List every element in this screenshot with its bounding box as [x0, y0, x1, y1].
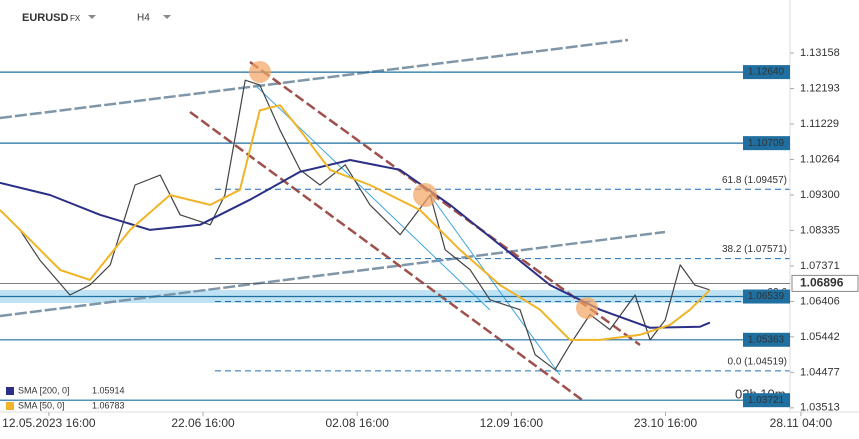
- channel-line: [429, 194, 561, 376]
- level-label: 1.10709: [748, 138, 785, 149]
- highlight: [249, 61, 271, 83]
- level-label: 1.12640: [748, 67, 785, 78]
- level-box: [743, 136, 790, 151]
- current-price-box: [791, 274, 859, 292]
- y-tick-label: 1.11229: [800, 118, 839, 130]
- y-tick-label: 1.03513: [800, 402, 840, 414]
- x-tick-label: 28.11 04:00: [770, 416, 833, 430]
- y-tick-label: 1.04477: [800, 366, 840, 378]
- channel-line: [189, 110, 586, 404]
- legend-swatch: [6, 402, 14, 410]
- level-box: [743, 289, 790, 304]
- highlight: [576, 297, 598, 319]
- plot: [0, 71, 790, 401]
- sma-line: [0, 159, 711, 329]
- dropdown[interactable]: [88, 15, 96, 19]
- y-tick-label: 1.05442: [800, 331, 840, 343]
- x-tick-label: 12.05.2023 16:00: [2, 416, 96, 430]
- x-tick-label: 12.09 16:00: [480, 416, 544, 430]
- level-label: 1.06539: [748, 291, 785, 302]
- y-tick-label: 1.10264: [800, 153, 840, 165]
- current-price-label: 1.06896: [800, 276, 844, 290]
- trend-line: [0, 38, 629, 120]
- x-tick-label: 02.08 16:00: [326, 416, 390, 430]
- level-label: 1.05363: [748, 334, 785, 345]
- x-tick-label: 22.06 16:00: [171, 416, 235, 430]
- timeframe[interactable]: H4: [137, 13, 150, 24]
- sma-line: [0, 104, 711, 341]
- price-line: [0, 79, 711, 371]
- y-tick-label: 1.06406: [800, 295, 840, 307]
- y-tick-label: 1.08335: [800, 224, 840, 236]
- trend-line: [0, 230, 666, 318]
- legend-value: 1.05914: [92, 385, 125, 395]
- level-box: [743, 65, 790, 80]
- level-box: [743, 332, 790, 347]
- y-tick-label: 1.09300: [800, 189, 840, 201]
- fib-label: 61.8 (1.09457): [722, 175, 787, 186]
- level-box: [743, 393, 790, 408]
- x-tick-label: 23.10 16:00: [634, 416, 698, 430]
- legend-swatch: [6, 387, 14, 395]
- y-tick-label: 1.13158: [800, 47, 840, 59]
- legend-name: SMA [200, 0]: [18, 385, 70, 395]
- legend-name: SMA [50, 0]: [18, 400, 65, 410]
- fib-label: 38.2 (1.07571): [722, 244, 787, 255]
- level-label: 1.03721: [748, 395, 785, 406]
- highlight: [413, 183, 437, 207]
- y-tick-label: 1.12193: [800, 82, 840, 94]
- fib-label: 0.0 (1.04519): [728, 356, 788, 367]
- market: FX: [70, 14, 81, 23]
- symbol[interactable]: EURUSD: [22, 12, 69, 24]
- y-tick-label: 1.07371: [800, 260, 840, 272]
- dropdown[interactable]: [163, 15, 171, 19]
- legend-value: 1.06783: [92, 400, 125, 410]
